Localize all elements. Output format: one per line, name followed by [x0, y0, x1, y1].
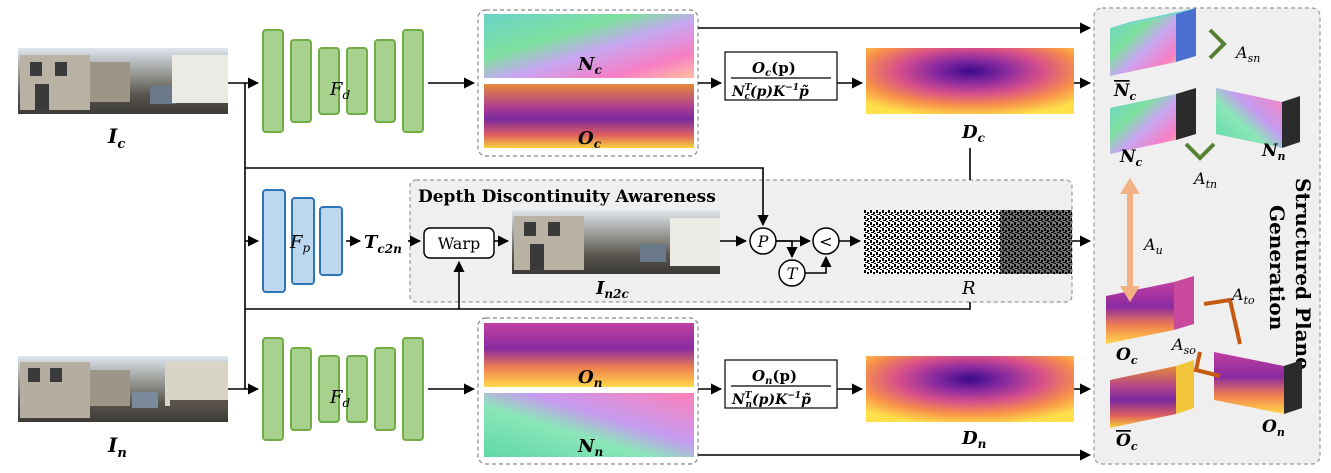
arrow-a-to [1203, 297, 1242, 345]
input-label-next: In [107, 433, 127, 461]
pose-encoder-label: Fp [289, 232, 311, 255]
normal-map-bottom-label: Nn [577, 436, 603, 459]
input-image-current [18, 48, 228, 114]
offset-map-top [484, 84, 694, 148]
depth-encoder-top-label: Fd [329, 79, 351, 102]
svg-text:NTc(p)K−1p̃: NT c(p)K−1p̃ [731, 83, 809, 102]
svg-text:Structured Plane: Structured Plane [1291, 178, 1315, 370]
depth-map-bottom [866, 356, 1074, 422]
offset-map-bottom [484, 323, 694, 387]
normal-map-bottom [484, 393, 694, 457]
p-operator-label: P [757, 232, 769, 251]
plane-on-label: On [1262, 417, 1285, 439]
plane-nc [1110, 88, 1196, 154]
plane-obar-label: Oc [1116, 431, 1138, 453]
warped-image-label: In2c [595, 278, 629, 301]
formula-top: Oc(p) NT c(p)K−1p̃ [724, 51, 838, 102]
less-than-label: < [819, 232, 832, 251]
depth-encoder-bottom [262, 337, 424, 441]
depth-encoder-bottom-label: Fd [329, 387, 351, 410]
normal-map-top [484, 14, 694, 78]
plane-nbar [1110, 8, 1196, 76]
plane-obar [1110, 360, 1194, 428]
depth-map-top-label: Dc [961, 122, 986, 145]
a-so-label: Aso [1170, 335, 1196, 357]
a-to-label: Ato [1230, 285, 1255, 307]
input-label-current: Ic [107, 124, 125, 152]
svg-text:On(p): On(p) [752, 367, 797, 387]
formula-bottom: On(p) NT n(p)K−1p̃ [724, 359, 838, 410]
dda-title: Depth Discontinuity Awareness [418, 187, 716, 207]
plane-oc [1106, 276, 1194, 344]
connections [228, 22, 1092, 461]
arrow-a-tn [1184, 142, 1216, 161]
plane-on [1214, 352, 1302, 414]
warped-image [512, 210, 720, 274]
normal-map-top-label: Nc [577, 54, 602, 77]
svg-text:Generation: Generation [1265, 205, 1289, 331]
offset-map-bottom-label: On [578, 367, 602, 390]
a-u-label: Au [1142, 235, 1163, 257]
bottom-output-box [477, 317, 699, 465]
arrow-a-sn [1208, 28, 1227, 60]
warp-label: Warp [438, 234, 480, 253]
input-image-next [18, 356, 228, 422]
offset-map-top-label: Oc [578, 128, 602, 151]
mask-label: R [961, 278, 976, 299]
plane-nbar-label: Nc [1113, 81, 1137, 103]
plane-nn-label: Nn [1261, 141, 1286, 163]
depth-map-bottom-label: Dn [961, 428, 986, 451]
plane-oc-label: Oc [1116, 345, 1138, 367]
arrow-a-so [1193, 351, 1221, 378]
a-sn-label: Asn [1234, 43, 1260, 65]
spg-title: Structured Plane Generation [1265, 178, 1315, 370]
plane-nc-label: Nc [1119, 147, 1143, 169]
t-operator-label: T [787, 264, 799, 283]
a-tn-label: Atn [1192, 169, 1217, 191]
pose-output-label: Tc2n [364, 232, 402, 256]
plane-nn [1216, 88, 1300, 148]
depth-map-top [866, 48, 1074, 114]
warp-box [423, 227, 495, 259]
svg-text:Oc(p): Oc(p) [752, 59, 796, 79]
svg-text:NTn(p)K−1p̃: NT n(p)K−1p̃ [731, 391, 811, 410]
arrow-a-u [1120, 178, 1140, 302]
depth-encoder-top [262, 29, 424, 133]
pose-encoder [262, 189, 343, 293]
